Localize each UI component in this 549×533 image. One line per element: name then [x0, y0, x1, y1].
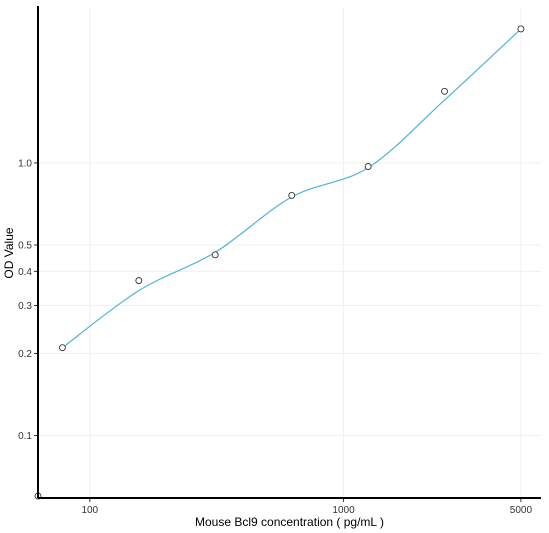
data-point [135, 277, 143, 285]
x-axis-title: Mouse Bcl9 concentration ( pg/mL ) [195, 515, 384, 529]
data-point [364, 163, 372, 170]
fitted-curve [62, 28, 522, 349]
data-points [34, 25, 525, 500]
y-tick-label: 1.0 [18, 158, 32, 169]
data-point [211, 251, 219, 259]
fitted-curve-line [62, 28, 522, 349]
data-point [288, 191, 296, 199]
y-tick-label: 0.2 [18, 349, 32, 360]
grid-lines [38, 8, 541, 498]
y-tick-label: 0.3 [18, 301, 32, 312]
y-tick-label: 0.1 [18, 431, 32, 442]
data-point [58, 344, 66, 352]
y-tick-label: 0.4 [18, 267, 32, 278]
axes [34, 6, 541, 502]
x-tick-label: 5000 [510, 505, 533, 516]
data-point [517, 25, 525, 33]
x-tick-label: 100 [81, 505, 98, 516]
tick-labels: 0.1 0.2 0.3 0.4 0.5 1.0 100 1000 5000 [18, 158, 532, 516]
y-axis-title: OD Value [2, 227, 16, 278]
x-tick-label: 1000 [332, 505, 355, 516]
y-tick-label: 0.5 [18, 240, 32, 251]
data-point [441, 87, 448, 95]
